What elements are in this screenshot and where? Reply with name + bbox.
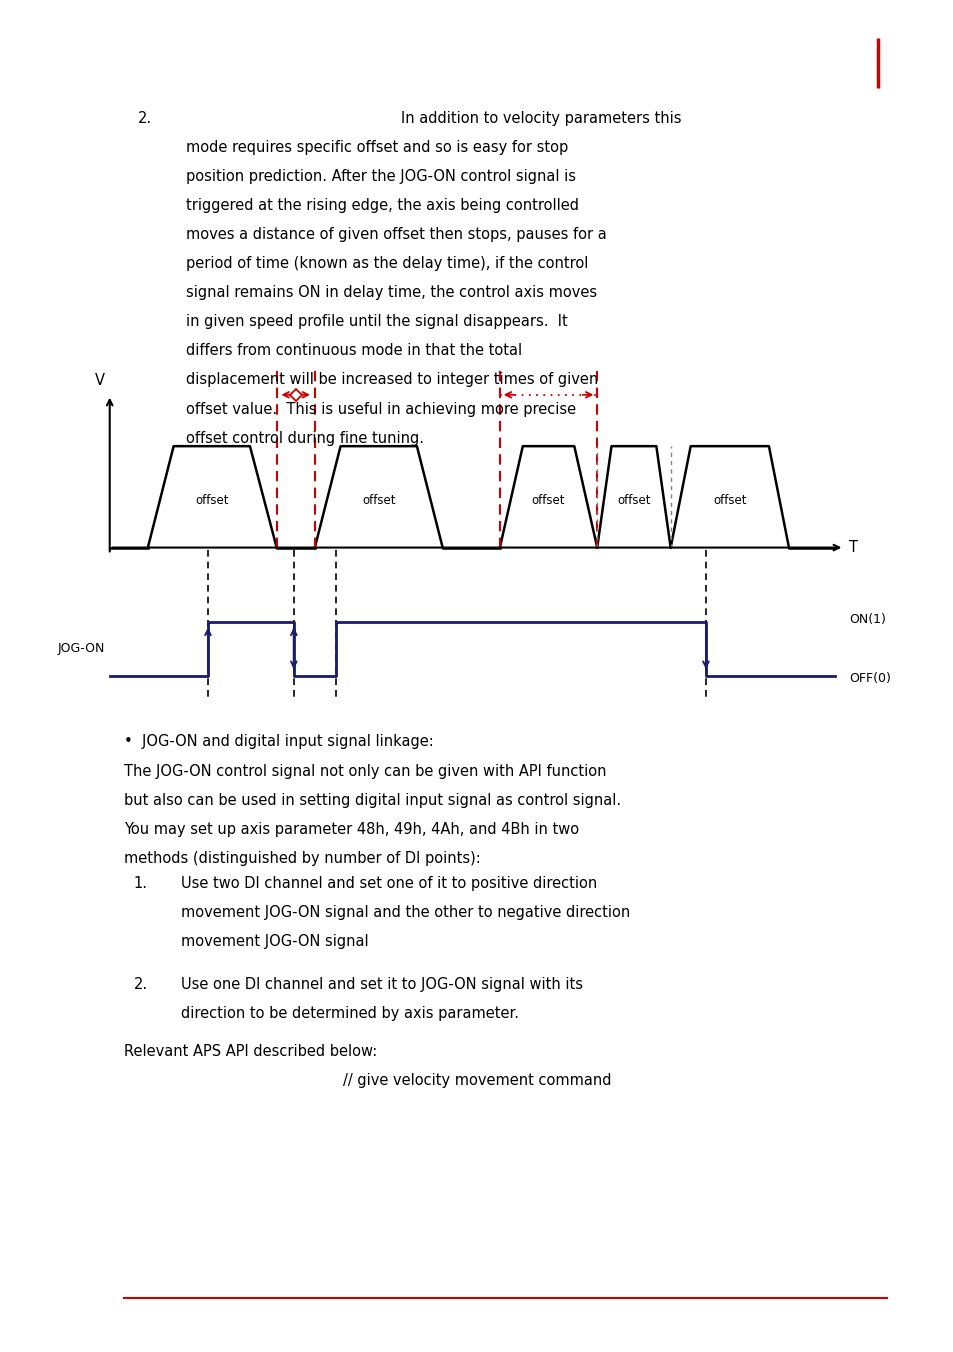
Text: The JOG-ON control signal not only can be given with API function: The JOG-ON control signal not only can b… — [124, 764, 606, 779]
Text: movement JOG-ON signal: movement JOG-ON signal — [181, 934, 369, 949]
Text: methods (distinguished by number of DI points):: methods (distinguished by number of DI p… — [124, 852, 480, 867]
Text: T: T — [848, 539, 857, 556]
Text: moves a distance of given offset then stops, pauses for a: moves a distance of given offset then st… — [186, 227, 606, 242]
Text: differs from continuous mode in that the total: differs from continuous mode in that the… — [186, 343, 521, 358]
Text: In addition to velocity parameters this: In addition to velocity parameters this — [400, 111, 680, 126]
Text: offset control during fine tuning.: offset control during fine tuning. — [186, 430, 423, 446]
Text: V: V — [95, 373, 105, 388]
Text: position prediction. After the JOG-ON control signal is: position prediction. After the JOG-ON co… — [186, 169, 576, 184]
Text: •  JOG-ON and digital input signal linkage:: • JOG-ON and digital input signal linkag… — [124, 734, 434, 749]
Text: Use two DI channel and set one of it to positive direction: Use two DI channel and set one of it to … — [181, 876, 597, 891]
Text: 2.: 2. — [138, 111, 152, 126]
Text: displacement will be increased to integer times of given: displacement will be increased to intege… — [186, 372, 598, 388]
Text: OFF(0): OFF(0) — [848, 672, 890, 685]
Text: Use one DI channel and set it to JOG-ON signal with its: Use one DI channel and set it to JOG-ON … — [181, 976, 582, 992]
Text: // give velocity movement command: // give velocity movement command — [342, 1073, 611, 1088]
Text: offset: offset — [712, 495, 746, 507]
Text: You may set up axis parameter 48h, 49h, 4Ah, and 4Bh in two: You may set up axis parameter 48h, 49h, … — [124, 822, 578, 837]
Text: offset: offset — [617, 495, 650, 507]
Text: movement JOG-ON signal and the other to negative direction: movement JOG-ON signal and the other to … — [181, 906, 630, 921]
Text: offset: offset — [195, 495, 229, 507]
Text: signal remains ON in delay time, the control axis moves: signal remains ON in delay time, the con… — [186, 285, 597, 300]
Text: Relevant APS API described below:: Relevant APS API described below: — [124, 1044, 376, 1059]
Text: offset value.  This is useful in achieving more precise: offset value. This is useful in achievin… — [186, 402, 576, 416]
Text: 2.: 2. — [133, 976, 148, 992]
Text: in given speed profile until the signal disappears.  It: in given speed profile until the signal … — [186, 314, 567, 330]
Text: triggered at the rising edge, the axis being controlled: triggered at the rising edge, the axis b… — [186, 197, 578, 214]
Text: but also can be used in setting digital input signal as control signal.: but also can be used in setting digital … — [124, 792, 620, 808]
Text: period of time (known as the delay time), if the control: period of time (known as the delay time)… — [186, 257, 588, 272]
Text: offset: offset — [531, 495, 565, 507]
Text: direction to be determined by axis parameter.: direction to be determined by axis param… — [181, 1006, 518, 1021]
Text: mode requires specific offset and so is easy for stop: mode requires specific offset and so is … — [186, 139, 568, 155]
Text: 1.: 1. — [133, 876, 148, 891]
Text: JOG-ON: JOG-ON — [57, 642, 105, 656]
Text: offset: offset — [361, 495, 395, 507]
Text: ON(1): ON(1) — [848, 612, 885, 626]
